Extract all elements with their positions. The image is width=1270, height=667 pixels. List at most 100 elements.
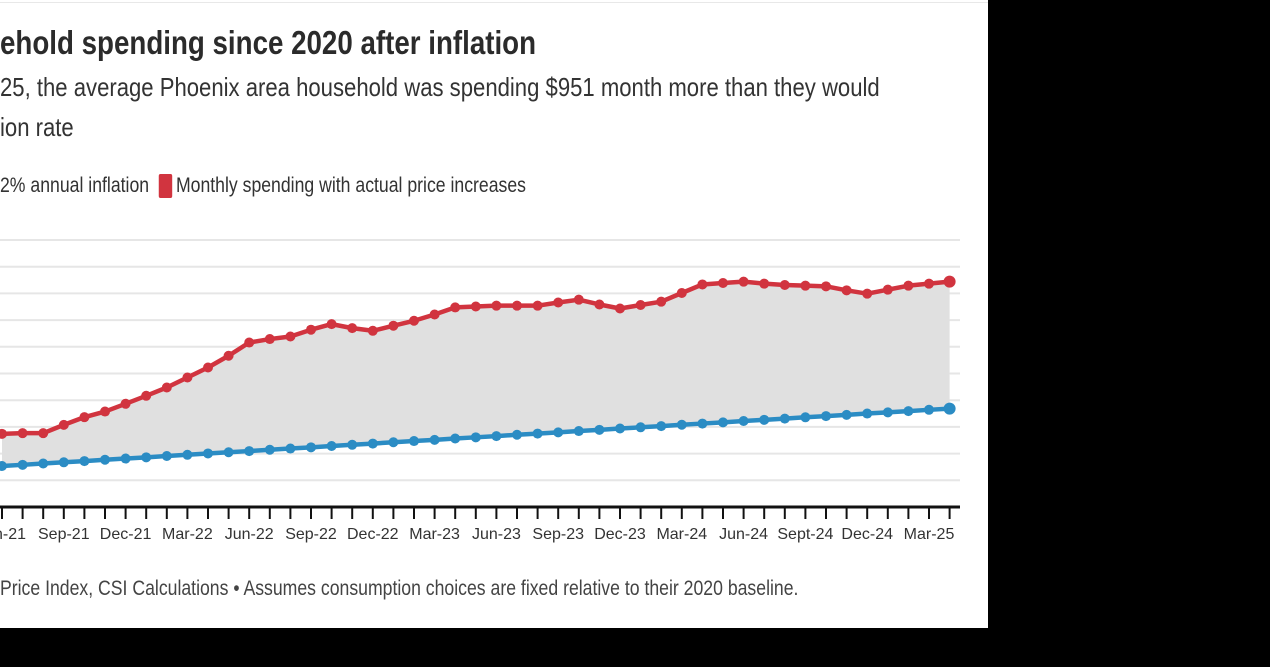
x-tick-label: Sep-22 (285, 526, 337, 543)
data-point-inflation (924, 404, 934, 415)
data-point-actual (264, 334, 275, 345)
data-point-actual (635, 300, 646, 311)
data-point-inflation (738, 416, 749, 427)
data-point-actual (347, 323, 358, 334)
data-point-inflation (903, 406, 914, 417)
data-point-inflation (470, 432, 481, 443)
data-point-inflation (882, 407, 893, 418)
data-point-inflation (223, 447, 234, 458)
data-point-actual (306, 324, 316, 335)
data-point-actual (553, 297, 564, 308)
x-tick-label: Sept-24 (777, 526, 833, 543)
data-point-actual (388, 320, 399, 331)
data-point-inflation (264, 444, 275, 455)
data-point-actual (450, 302, 461, 313)
data-point-actual (491, 300, 502, 311)
data-point-inflation (141, 452, 152, 463)
data-point-actual (141, 390, 152, 401)
data-point-actual (779, 279, 790, 290)
data-point-inflation (100, 454, 110, 465)
data-point-inflation (635, 422, 646, 433)
data-point-actual (882, 284, 893, 295)
data-point-actual (841, 285, 852, 296)
legend-swatch-actual (159, 174, 173, 198)
x-tick-label: Sep-23 (532, 526, 584, 543)
data-point-actual (943, 275, 956, 288)
legend-label-inflation: 2% annual inflation (0, 174, 150, 197)
data-point-inflation (759, 414, 770, 425)
data-point-inflation (306, 442, 316, 453)
data-point-actual (367, 325, 378, 336)
data-point-actual (656, 296, 667, 307)
data-point-actual (17, 428, 28, 439)
data-point-inflation (450, 433, 461, 444)
chart-title: ehold spending since 2020 after inflatio… (0, 24, 537, 61)
data-point-actual (161, 382, 172, 393)
data-point-inflation (553, 427, 564, 438)
data-point-inflation (821, 411, 831, 422)
data-point-actual (0, 428, 7, 439)
x-tick-label: Jun-22 (225, 526, 274, 543)
data-point-inflation (656, 421, 667, 432)
data-point-inflation (800, 412, 811, 423)
x-tick-label: Jun-23 (472, 526, 521, 543)
x-tick-label: n-21 (0, 526, 26, 543)
chart-subtitle-line-1: 25, the average Phoenix area household w… (0, 72, 880, 102)
data-point-actual (223, 350, 234, 361)
data-point-actual (285, 331, 296, 342)
data-point-inflation (615, 423, 625, 434)
line-chart: n-21 Sep-21 Dec-21 Mar-22 Jun-22 Sep-22 Dec-22… (0, 239, 960, 543)
x-tick-label: Dec-24 (841, 526, 893, 543)
data-point-inflation (120, 453, 131, 464)
data-point-inflation (943, 402, 956, 415)
data-point-actual (594, 299, 605, 310)
x-tick-label: Sep-21 (38, 526, 90, 543)
data-point-inflation (676, 419, 687, 430)
data-point-inflation (203, 448, 213, 459)
area-between-series (2, 281, 950, 467)
data-point-actual (470, 301, 481, 312)
data-point-actual (697, 279, 708, 290)
data-point-inflation (491, 431, 502, 442)
data-point-actual (718, 277, 728, 288)
x-tick-label: Mar-22 (162, 526, 213, 543)
data-point-inflation (367, 438, 378, 449)
data-point-inflation (38, 458, 49, 469)
data-point-inflation (573, 426, 584, 437)
data-point-inflation (347, 439, 358, 450)
data-point-inflation (594, 424, 605, 435)
data-point-actual (512, 300, 522, 311)
data-point-inflation (0, 461, 7, 472)
x-tick-label: Mar-25 (904, 526, 955, 543)
data-point-actual (58, 419, 69, 430)
data-point-actual (532, 300, 543, 311)
data-point-actual (100, 406, 110, 417)
data-point-actual (326, 319, 337, 330)
data-point-inflation (862, 408, 873, 419)
data-point-actual (182, 372, 193, 383)
legend: 2% annual inflation Monthly spending wit… (0, 174, 526, 198)
data-point-actual (903, 280, 914, 291)
x-tick-label: Dec-21 (100, 526, 152, 543)
data-point-inflation (326, 440, 337, 451)
source-note: Price Index, CSI Calculations • Assumes … (0, 577, 799, 600)
data-point-actual (409, 315, 419, 326)
data-point-actual (573, 294, 584, 305)
data-point-actual (759, 278, 770, 289)
data-point-inflation (718, 417, 728, 428)
data-point-inflation (532, 428, 543, 439)
data-point-actual (79, 412, 90, 423)
chart-card: n-21 Sep-21 Dec-21 Mar-22 Jun-22 Sep-22 Dec-22… (0, 0, 988, 628)
x-tick-label: Dec-23 (594, 526, 646, 543)
data-point-actual (203, 362, 213, 373)
data-point-actual (800, 280, 811, 291)
data-point-inflation (388, 437, 399, 448)
data-point-actual (38, 428, 49, 439)
data-point-inflation (779, 413, 790, 424)
data-point-actual (120, 398, 131, 409)
data-point-actual (924, 278, 934, 289)
data-point-actual (738, 276, 749, 287)
data-point-inflation (841, 409, 852, 420)
data-point-actual (615, 303, 625, 314)
data-point-actual (862, 288, 873, 299)
